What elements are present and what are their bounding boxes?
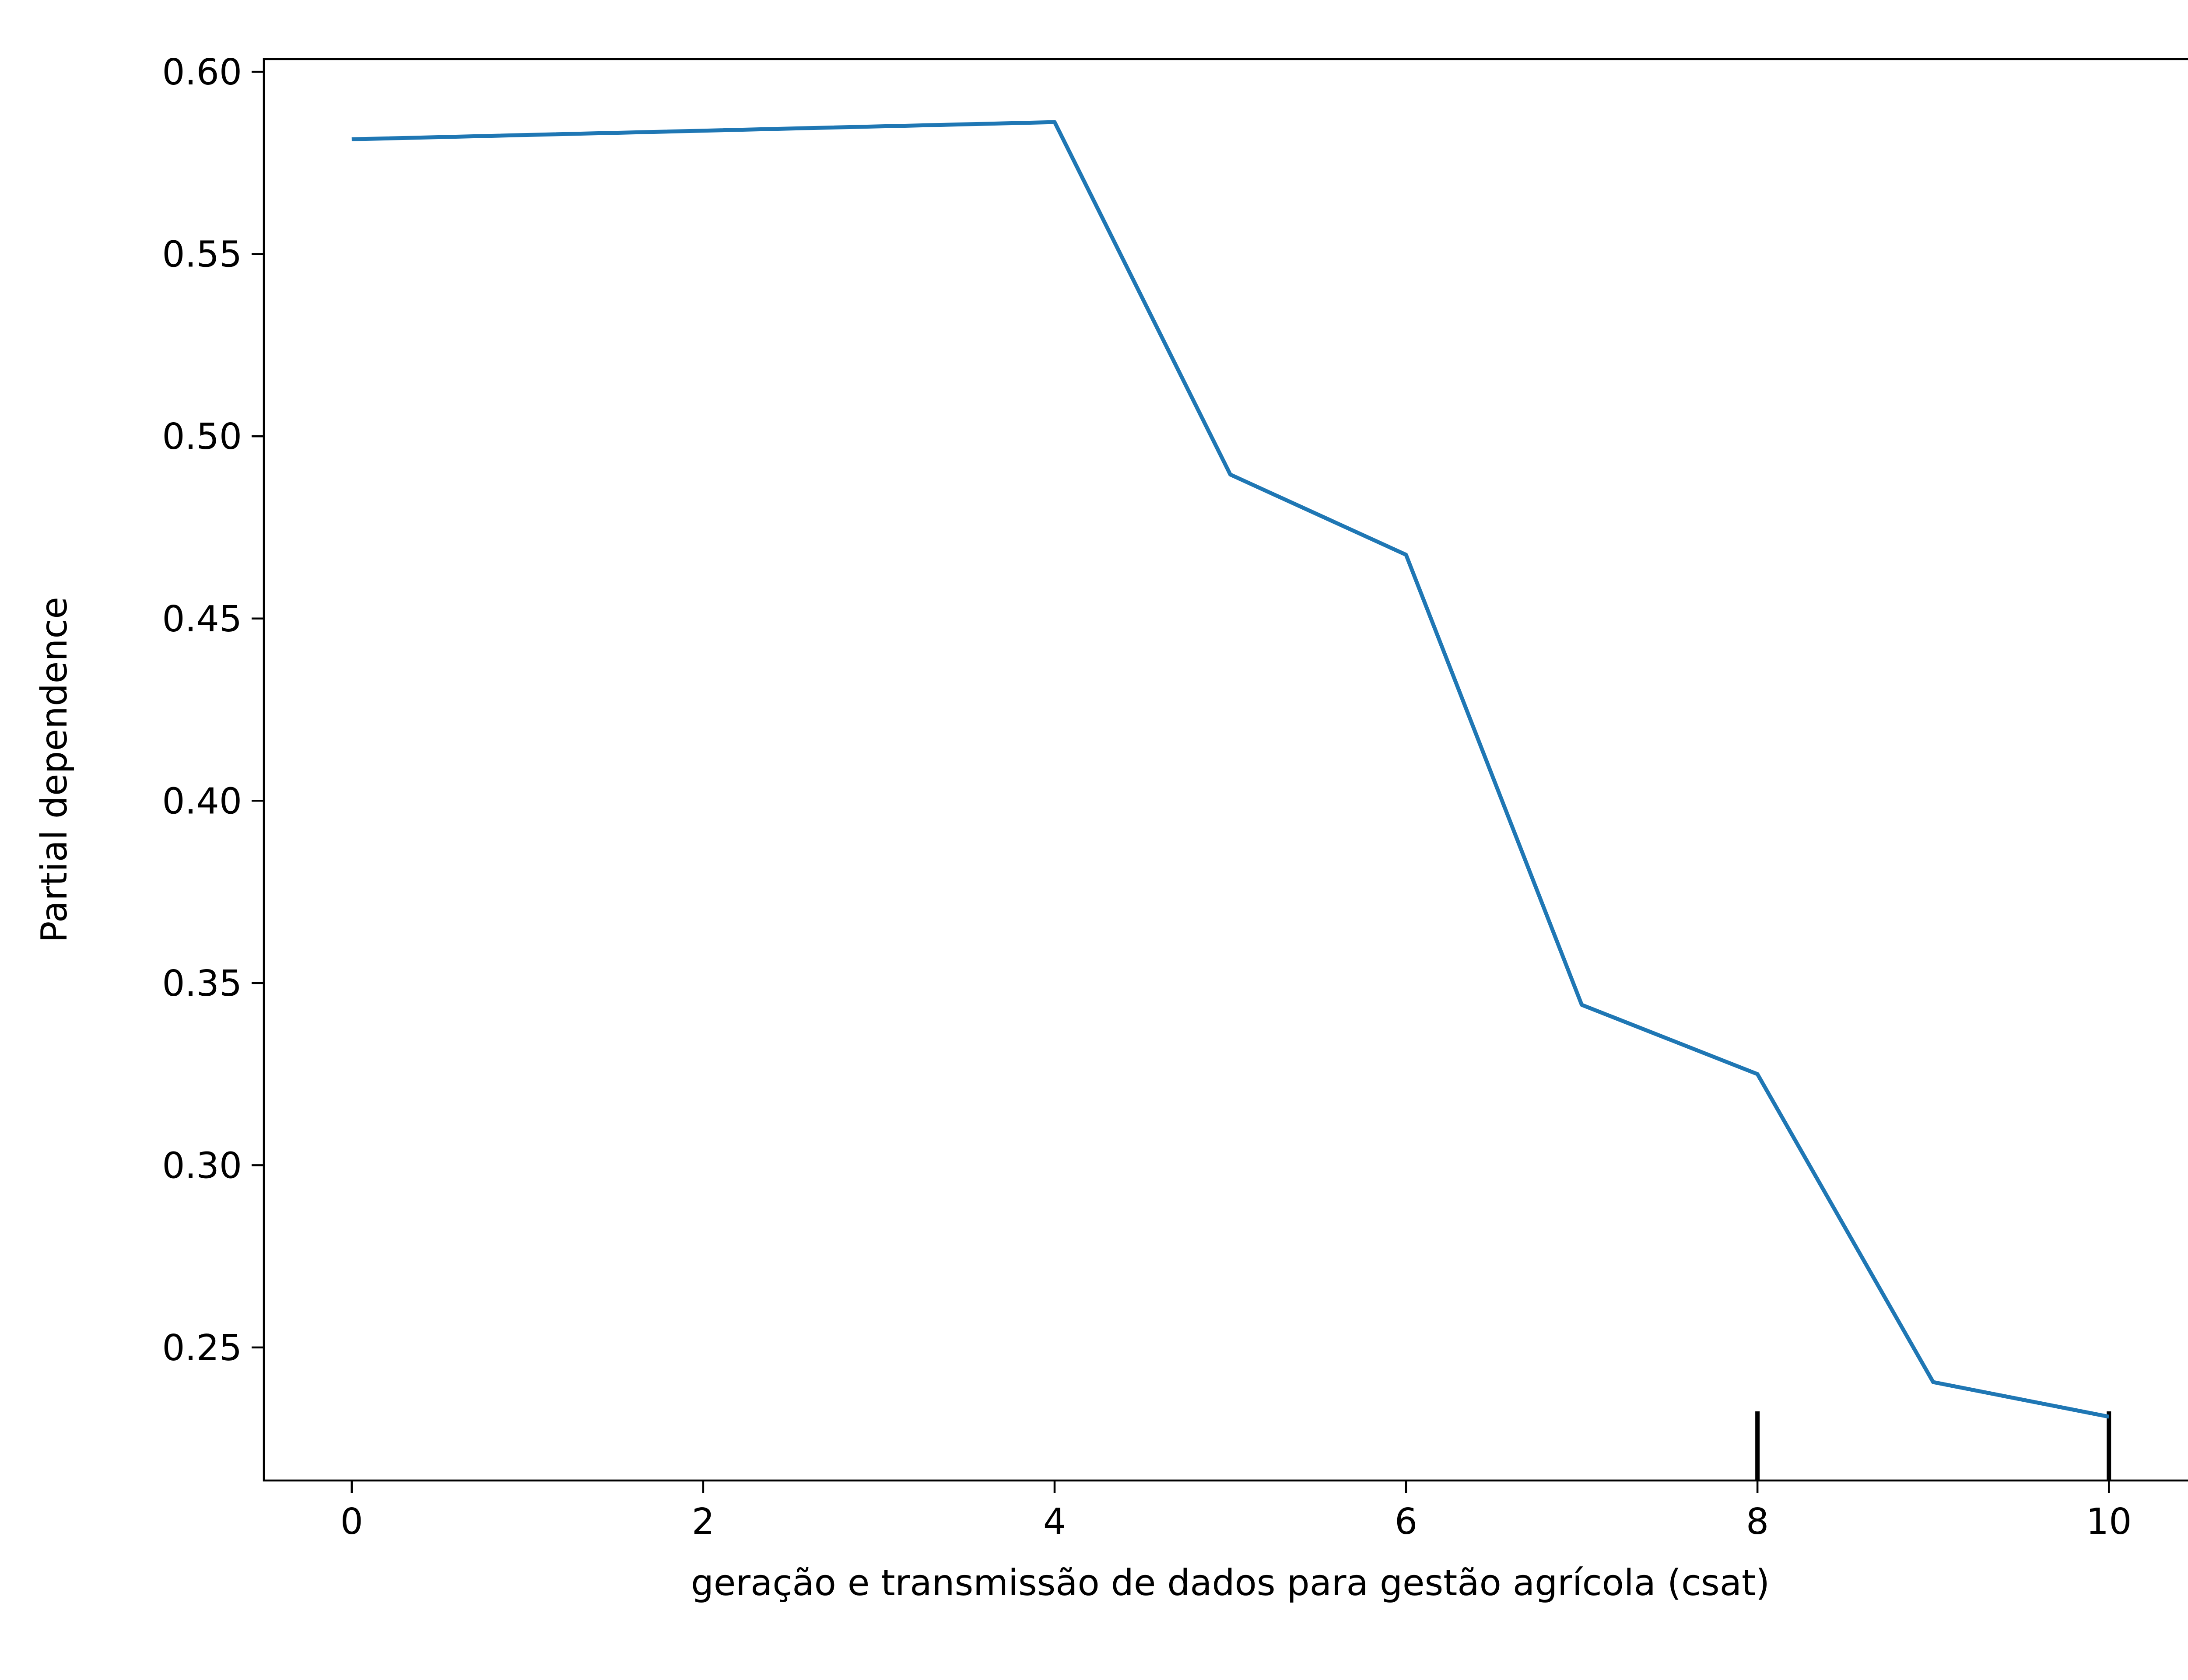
x-tick-label: 2 — [692, 1501, 715, 1543]
y-tick-label: 0.30 — [162, 1145, 242, 1186]
series-line-0 — [351, 120, 2110, 1419]
x-axis-label: geração e transmissão de dados para gest… — [691, 1562, 1770, 1604]
x-tick-label: 4 — [1043, 1501, 1066, 1543]
y-tick-label: 0.55 — [162, 234, 242, 276]
y-axis-label: Partial dependence — [34, 597, 75, 943]
x-axis-ticks: 0 2 4 6 8 10 — [340, 1480, 2132, 1543]
data-point — [351, 139, 352, 140]
y-tick-label: 0.50 — [162, 416, 242, 458]
x-tick-label: 0 — [340, 1501, 363, 1543]
y-tick-label: 0.45 — [162, 598, 242, 640]
rug-marks — [1755, 1411, 2111, 1480]
y-tick-label: 0.60 — [162, 52, 242, 93]
x-tick-label: 10 — [2086, 1501, 2132, 1543]
y-tick-label: 0.25 — [162, 1327, 242, 1369]
x-tick-label: 6 — [1395, 1501, 1417, 1543]
data-point — [1581, 1004, 1582, 1005]
plot-frame — [263, 58, 2188, 1482]
series-lines — [351, 120, 2110, 1419]
x-tick-label: 8 — [1746, 1501, 1769, 1543]
y-axis-ticks: 0.25 0.30 0.35 0.40 0.45 0.50 0.55 0.60 — [162, 52, 264, 1369]
data-point — [1230, 474, 1231, 475]
y-tick-label: 0.40 — [162, 780, 242, 822]
y-tick-label: 0.35 — [162, 963, 242, 1004]
